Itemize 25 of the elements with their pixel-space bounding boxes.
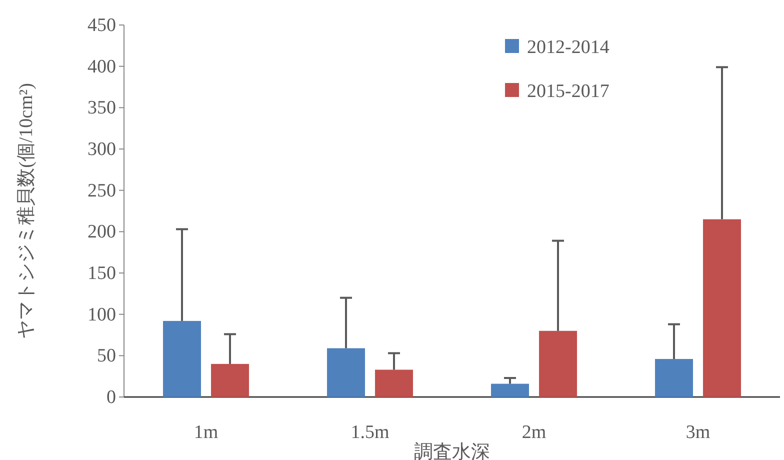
bar (655, 358, 693, 397)
y-tick-label: 200 (88, 222, 116, 243)
x-tick-label: 2m (522, 422, 546, 443)
y-tick-label: 100 (88, 304, 116, 326)
y-tick-label: 0 (106, 387, 116, 408)
y-tick-label: 250 (88, 180, 116, 202)
y-axis-title: ヤマトシジミ稚貝数(個/10cm²) (16, 83, 37, 339)
y-tick-label: 450 (88, 15, 116, 36)
y-tick-label: 400 (88, 56, 116, 78)
x-tick-label: 3m (686, 422, 710, 443)
bar (539, 330, 577, 397)
x-tick-label: 1m (194, 422, 218, 443)
bar (163, 320, 201, 397)
bar (211, 364, 249, 397)
y-tick-label: 300 (88, 139, 116, 160)
legend-label: 2012-2014 (527, 37, 610, 58)
bar (375, 370, 413, 397)
bar (491, 384, 529, 397)
bar (703, 219, 741, 397)
bar (327, 348, 365, 397)
y-tick-label: 50 (97, 346, 116, 367)
y-tick-label: 350 (88, 98, 116, 119)
legend-label: 2015-2017 (527, 81, 610, 102)
x-tick-label: 1.5m (350, 422, 390, 443)
y-tick-label: 150 (88, 263, 116, 284)
